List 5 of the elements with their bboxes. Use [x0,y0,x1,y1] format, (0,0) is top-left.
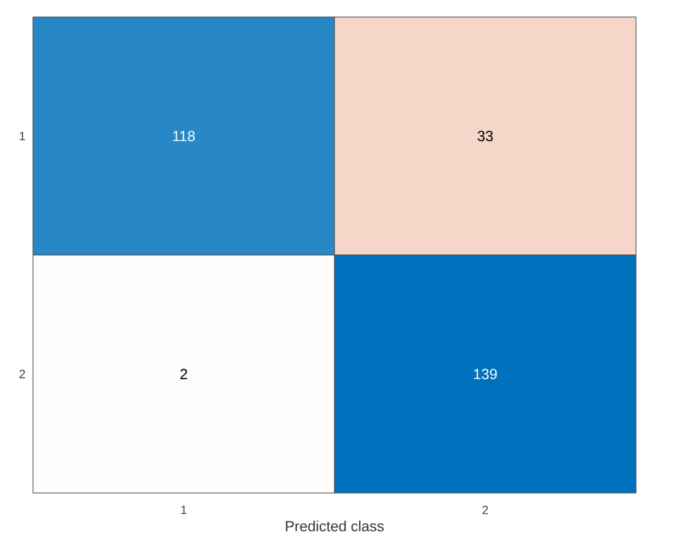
data-label: 2 [180,368,188,380]
data-label: 118 [173,130,195,142]
x-axis-title: Predicted class [286,520,384,532]
data-label: 139 [474,368,497,380]
data-label: 33 [478,130,493,142]
